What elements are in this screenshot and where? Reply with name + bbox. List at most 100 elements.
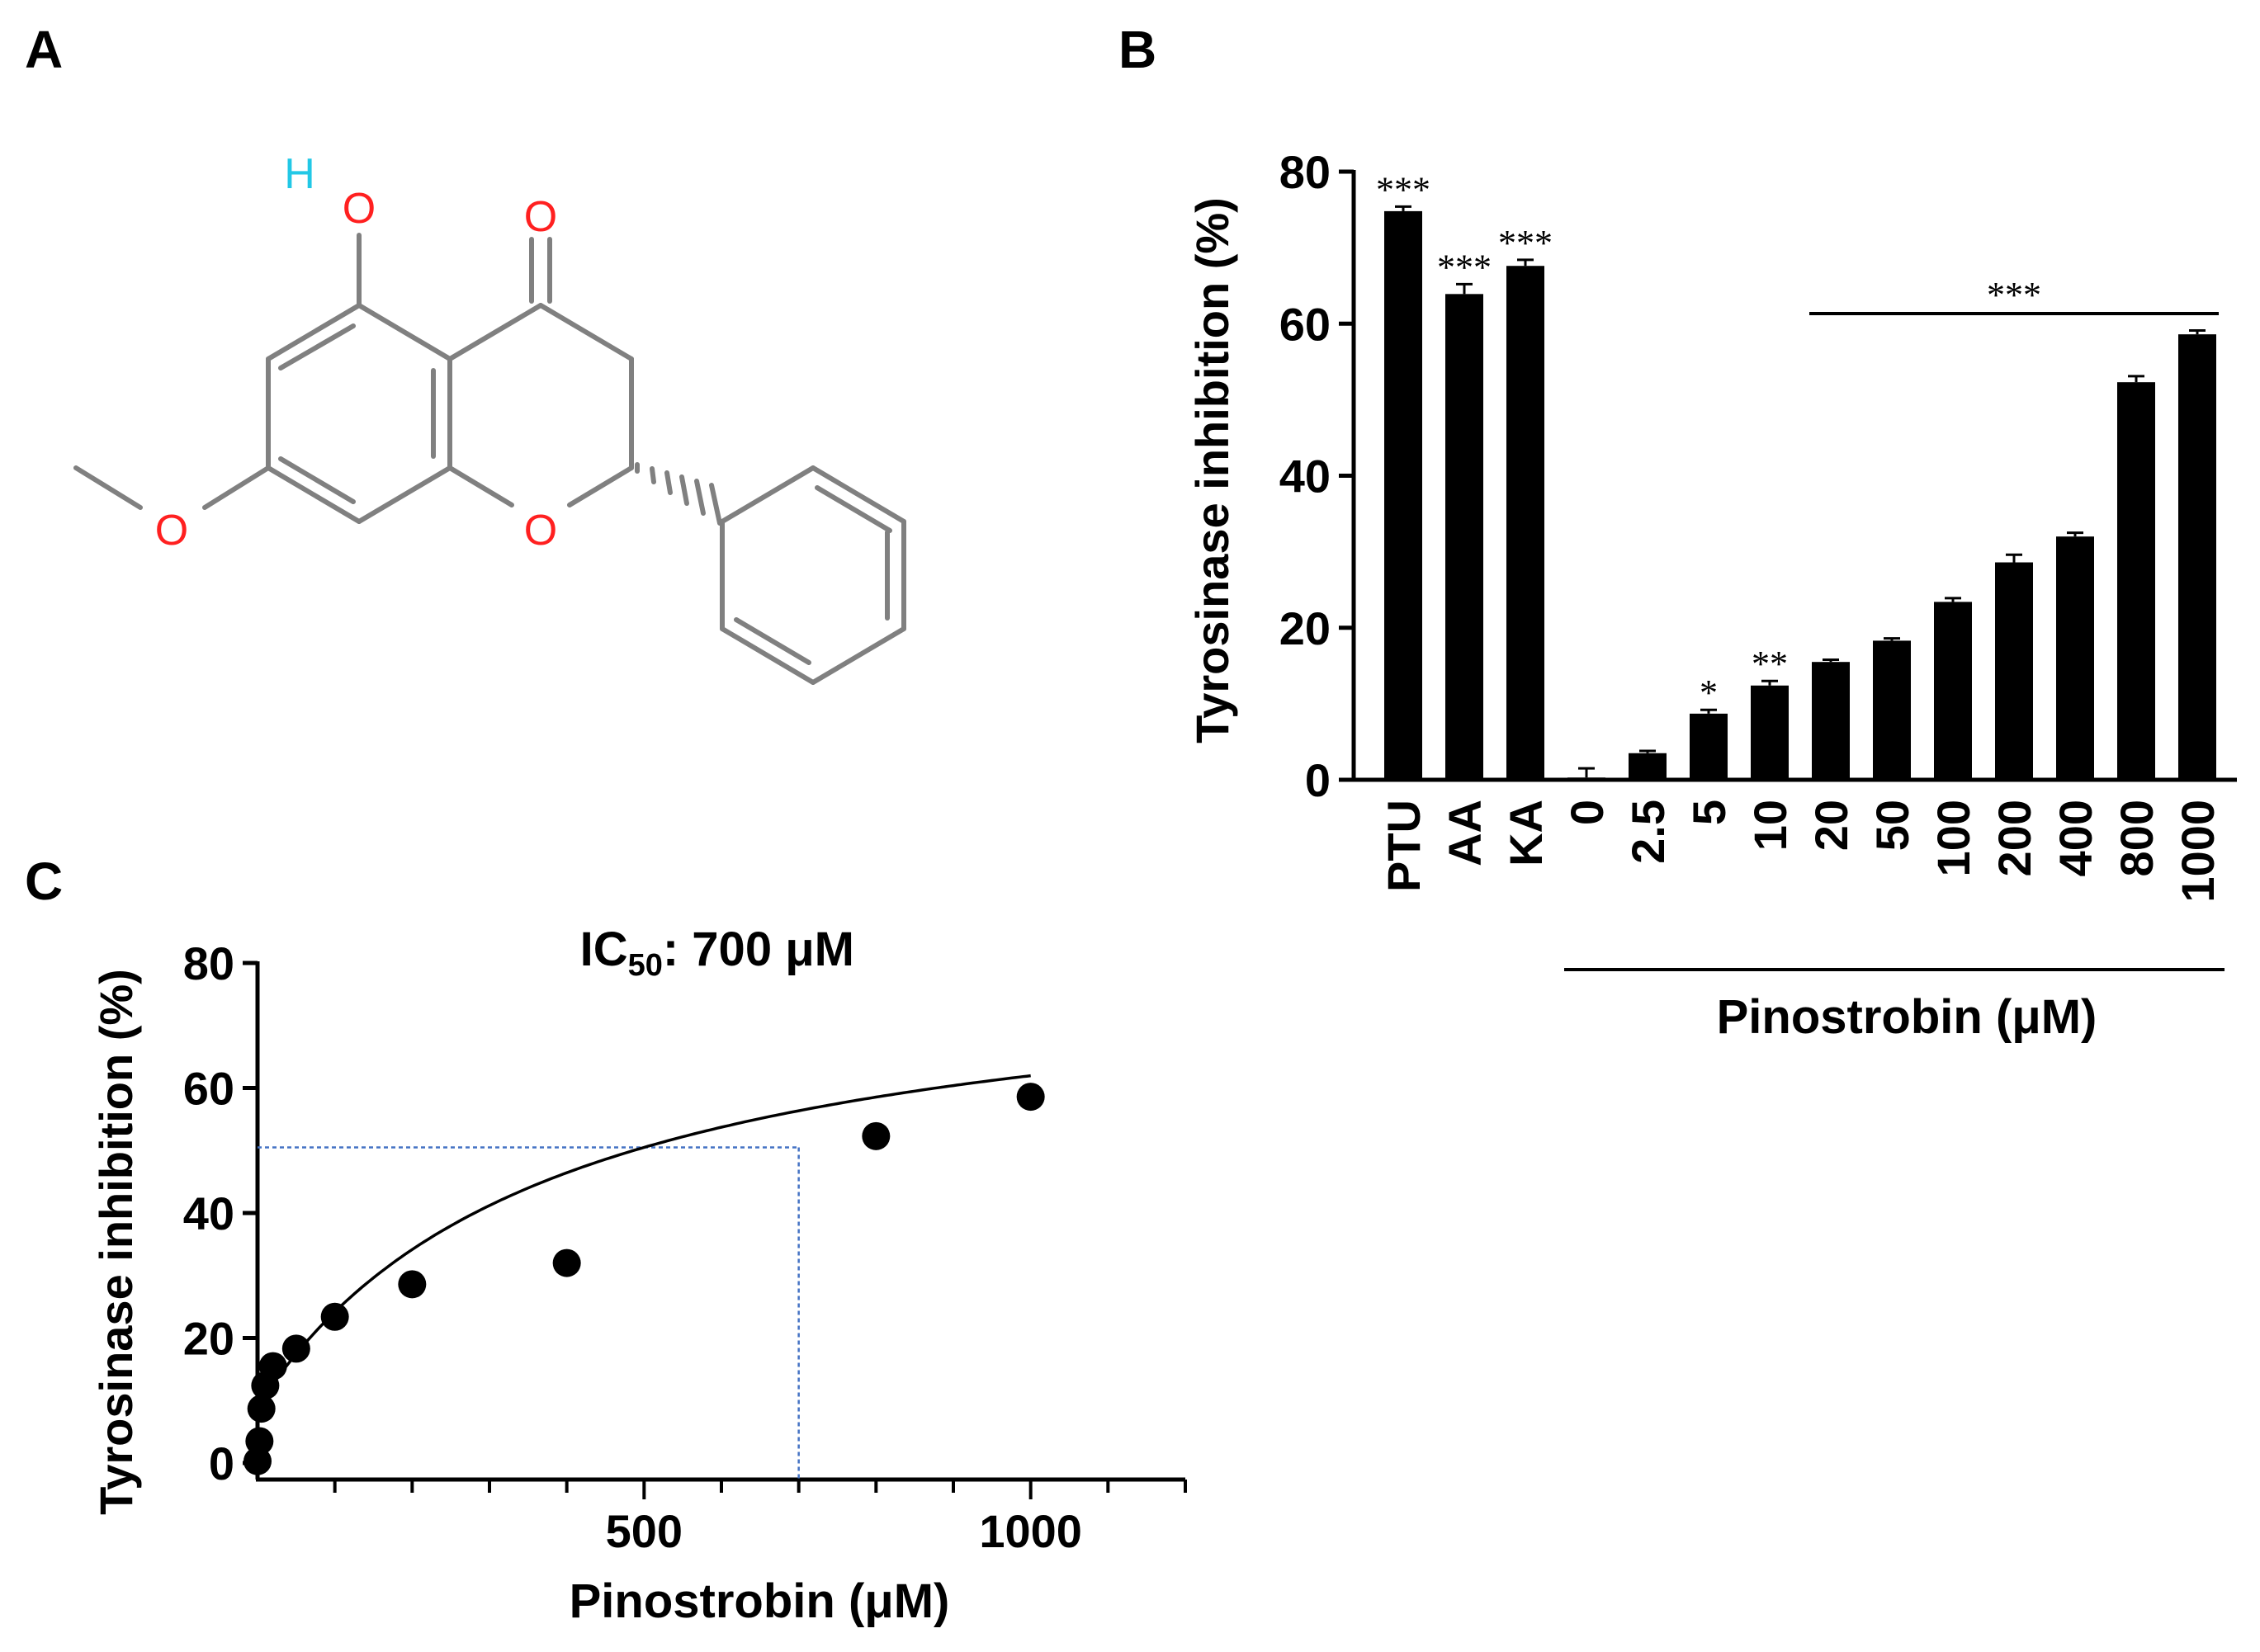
x-tick-label: 5 [1683,800,1735,825]
bond-inner [734,617,811,665]
bar [2117,382,2155,780]
chart-title: IC50: 700 μM [580,923,854,983]
bond [720,626,816,685]
group-significance-marker: *** [1987,275,2041,315]
title-subscript: 50 [628,948,663,983]
bar [1812,662,1850,780]
bond [357,303,452,361]
y-tick-label: 60 [1279,298,1331,350]
fit-curve [260,1074,1031,1402]
tick-labels: PTU AA KA 0 2.5 5 10 20 50 100 200 400 800 1000 [1378,800,2224,903]
y-axis-label: Tyrosinase inhibition (%) [90,969,142,1515]
x-tick-label: 500 [606,1505,683,1557]
pinostrobin-structure: O O H O O [73,150,906,685]
bars: *************** [1376,169,2219,781]
data-point [1016,1083,1045,1112]
bond [447,303,543,361]
axes: 0 20 40 60 80 [1279,146,2237,806]
bar [1506,266,1544,780]
x-tick-label: 10 [1744,800,1796,851]
bond-inner [815,485,892,533]
hashed-wedge-bond [635,462,722,526]
panel-letter-b: B [1118,20,1156,79]
atom-carbonyl-oxygen: O [524,193,557,241]
bond [202,465,271,510]
data-point [247,1395,276,1423]
y-axis-label: Tyrosinase inhibition (%) [1186,197,1238,743]
x-tick-label: 1000 [979,1505,1082,1557]
bond [73,465,143,510]
bond [357,465,452,524]
data-point [398,1270,427,1299]
bar [1873,640,1911,780]
bond [811,465,906,524]
y-tick-label: 80 [1279,146,1331,198]
scatter-chart: IC50: 700 μM 0 20 40 60 80 500 1000 Tyrosinase… [90,923,1187,1628]
plot-area [243,1074,1045,1480]
data-point [862,1121,891,1150]
y-tick-label: 40 [183,1187,234,1239]
bar [1751,685,1789,780]
bond [567,465,634,507]
y-tick-label: 20 [1279,602,1331,654]
bond-inner [278,323,356,371]
atom-hydroxyl-oxygen: O [343,185,376,233]
bond [538,303,634,361]
x-axis-label: Pinostrobin (μM) [570,1574,950,1628]
significance-marker: *** [1498,223,1553,263]
bar [1384,210,1422,780]
bond [266,465,362,524]
x-tick-label: 1000 [2172,800,2224,903]
x-tick-label: 20 [1805,800,1857,851]
bar [1690,713,1728,780]
data-point [245,1427,274,1456]
atom-methoxy-oxygen: O [155,507,188,555]
title-main: IC [580,923,628,976]
bar [1995,562,2033,780]
x-tick-label: 800 [2111,800,2163,876]
title-rest: : 700 μM [663,923,854,976]
x-tick-label: 200 [1988,800,2040,876]
significance-marker: ** [1752,644,1788,684]
x-tick-label: 0 [1561,800,1613,825]
axes: 0 20 40 60 80 500 1000 [183,937,1187,1557]
bond [720,465,816,524]
x-tick-label: 2.5 [1622,800,1674,864]
x-tick-label: 50 [1866,800,1918,851]
x-tick-label: 100 [1927,800,1979,876]
bar [1934,602,1972,780]
x-tick-label: 400 [2050,800,2102,876]
bar [1629,753,1667,780]
y-tick-label: 60 [183,1063,234,1115]
data-point [258,1352,287,1381]
data-point [552,1248,581,1277]
significance-marker: * [1700,673,1718,713]
bar [1445,294,1483,780]
atom-ring-oxygen: O [524,507,557,555]
bond [266,303,362,361]
x-axis-label: Pinostrobin (μM) [1717,990,2097,1044]
x-tick-label: AA [1439,800,1491,866]
bond [811,626,906,685]
significance-marker: *** [1376,169,1430,210]
y-tick-label: 0 [1305,754,1331,806]
x-tick-label: PTU [1378,800,1430,892]
data-point [320,1302,349,1331]
panel-letter-a: A [25,20,63,79]
atom-hydroxyl-hydrogen: H [284,150,315,198]
y-tick-label: 20 [183,1313,234,1365]
bond-inner [278,456,356,504]
significance-marker: *** [1437,247,1492,287]
panel-letter-c: C [25,852,63,911]
y-tick-label: 40 [1279,451,1331,503]
y-tick-label: 80 [183,937,234,989]
bar [1567,777,1605,780]
bar [2056,536,2094,780]
bond [447,465,514,507]
data-point [281,1334,310,1363]
bar [2178,334,2216,781]
y-tick-label: 0 [209,1437,234,1489]
x-tick-label: KA [1500,800,1552,866]
